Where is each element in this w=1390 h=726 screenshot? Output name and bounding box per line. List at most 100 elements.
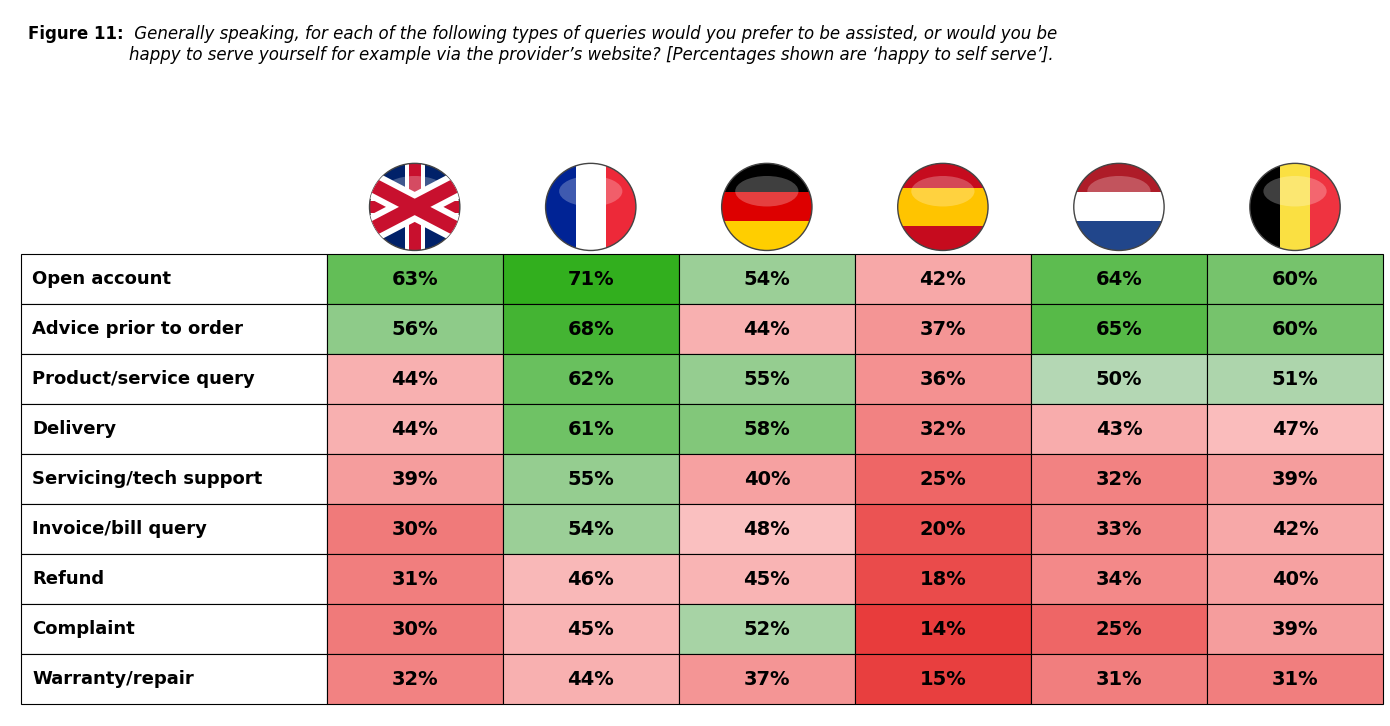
Text: 61%: 61% [567, 420, 614, 439]
Bar [21, 554, 327, 604]
Bar [678, 404, 855, 454]
Bar [503, 354, 678, 404]
Text: Servicing/tech support: Servicing/tech support [32, 470, 263, 488]
Bar [21, 404, 327, 454]
Text: Product/service query: Product/service query [32, 370, 254, 388]
Bar [503, 654, 678, 704]
Bar [327, 304, 503, 354]
Bar [1207, 554, 1383, 604]
Text: 58%: 58% [744, 420, 790, 439]
Text: Open account: Open account [32, 270, 171, 288]
Bar [898, 226, 988, 250]
Text: Invoice/bill query: Invoice/bill query [32, 520, 207, 538]
Bar [1031, 354, 1207, 404]
Text: 45%: 45% [567, 620, 614, 639]
Text: 46%: 46% [567, 570, 614, 589]
Bar [606, 163, 635, 250]
Bar [1031, 404, 1207, 454]
Text: Complaint: Complaint [32, 620, 135, 638]
Text: 39%: 39% [1272, 470, 1318, 489]
Bar [678, 504, 855, 554]
Text: 54%: 54% [744, 269, 790, 289]
Text: 71%: 71% [567, 269, 614, 289]
Bar [21, 654, 327, 704]
Text: 14%: 14% [920, 620, 966, 639]
Bar [855, 654, 1031, 704]
Text: 42%: 42% [920, 269, 966, 289]
Bar [1031, 504, 1207, 554]
Text: 32%: 32% [920, 420, 966, 439]
Text: 39%: 39% [392, 470, 438, 489]
Bar [1031, 654, 1207, 704]
Ellipse shape [370, 163, 460, 250]
Bar [1074, 192, 1165, 221]
Bar [21, 604, 327, 654]
Text: 44%: 44% [392, 420, 438, 439]
Bar [327, 454, 503, 504]
Text: 45%: 45% [744, 570, 790, 589]
Bar [404, 163, 424, 250]
Bar [1207, 404, 1383, 454]
Bar [1207, 604, 1383, 654]
Text: 44%: 44% [744, 319, 790, 338]
Bar [370, 197, 460, 216]
Bar [1074, 221, 1165, 250]
Ellipse shape [559, 176, 623, 206]
Bar [1207, 454, 1383, 504]
Bar [409, 163, 421, 250]
Ellipse shape [912, 176, 974, 206]
Text: 40%: 40% [744, 470, 790, 489]
Bar [327, 354, 503, 404]
Text: 52%: 52% [744, 620, 790, 639]
Bar [1031, 304, 1207, 354]
Text: 32%: 32% [392, 669, 438, 689]
Ellipse shape [735, 176, 798, 206]
Bar [1074, 163, 1165, 192]
Ellipse shape [1087, 176, 1151, 206]
Text: 51%: 51% [1272, 370, 1318, 388]
Text: 15%: 15% [920, 669, 966, 689]
Text: 32%: 32% [1095, 470, 1143, 489]
Bar [327, 254, 503, 304]
Text: 25%: 25% [1095, 620, 1143, 639]
Text: 33%: 33% [1095, 520, 1143, 539]
Text: Warranty/repair: Warranty/repair [32, 670, 193, 688]
Bar [21, 354, 327, 404]
Bar [855, 604, 1031, 654]
Text: 50%: 50% [1095, 370, 1143, 388]
Text: 55%: 55% [744, 370, 790, 388]
Bar [1207, 654, 1383, 704]
Text: 18%: 18% [920, 570, 966, 589]
Text: 60%: 60% [1272, 319, 1318, 338]
Bar [678, 304, 855, 354]
Bar [1031, 454, 1207, 504]
Bar [503, 504, 678, 554]
Text: 37%: 37% [920, 319, 966, 338]
Bar [855, 254, 1031, 304]
Bar [855, 554, 1031, 604]
Text: 68%: 68% [567, 319, 614, 338]
Ellipse shape [384, 176, 446, 206]
Text: Delivery: Delivery [32, 420, 117, 439]
Bar [327, 604, 503, 654]
Ellipse shape [1264, 176, 1326, 206]
Text: 54%: 54% [567, 520, 614, 539]
Bar [678, 254, 855, 304]
Bar [855, 504, 1031, 554]
Bar [575, 163, 606, 250]
Bar [503, 454, 678, 504]
Bar [898, 163, 988, 188]
Bar [327, 504, 503, 554]
Bar [1207, 354, 1383, 404]
Bar [327, 654, 503, 704]
Text: 37%: 37% [744, 669, 790, 689]
Bar [1280, 163, 1311, 250]
Bar [327, 554, 503, 604]
Text: 31%: 31% [392, 570, 438, 589]
Bar [721, 163, 812, 192]
Bar [327, 404, 503, 454]
Text: 63%: 63% [392, 269, 438, 289]
Text: 31%: 31% [1095, 669, 1143, 689]
Bar [503, 304, 678, 354]
Text: 48%: 48% [744, 520, 790, 539]
